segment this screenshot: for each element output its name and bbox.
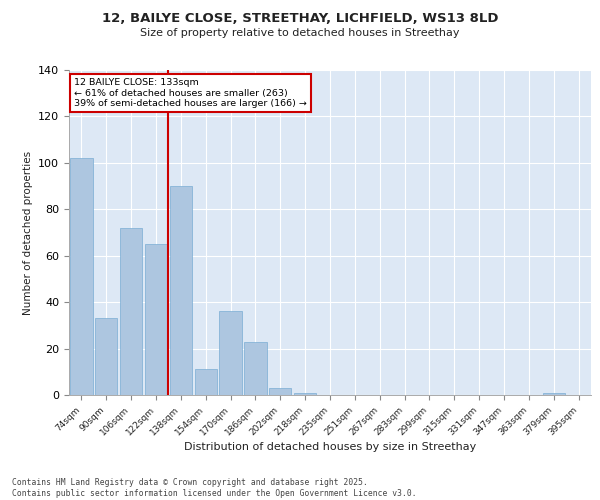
X-axis label: Distribution of detached houses by size in Streethay: Distribution of detached houses by size … (184, 442, 476, 452)
Text: 12, BAILYE CLOSE, STREETHAY, LICHFIELD, WS13 8LD: 12, BAILYE CLOSE, STREETHAY, LICHFIELD, … (102, 12, 498, 26)
Bar (194, 370, 217, 395)
Bar (170, 186, 192, 395)
Text: Contains HM Land Registry data © Crown copyright and database right 2025.
Contai: Contains HM Land Registry data © Crown c… (12, 478, 416, 498)
Bar (145, 244, 167, 395)
Bar (120, 228, 142, 395)
Text: 12 BAILYE CLOSE: 133sqm
← 61% of detached houses are smaller (263)
39% of semi-d: 12 BAILYE CLOSE: 133sqm ← 61% of detache… (74, 78, 307, 108)
Bar (220, 312, 242, 395)
Bar (95, 318, 118, 395)
Y-axis label: Number of detached properties: Number of detached properties (23, 150, 32, 314)
Bar (70, 158, 92, 395)
Bar (244, 342, 266, 395)
Bar (542, 392, 565, 395)
Bar (294, 392, 316, 395)
Bar (269, 388, 292, 395)
Text: Size of property relative to detached houses in Streethay: Size of property relative to detached ho… (140, 28, 460, 38)
